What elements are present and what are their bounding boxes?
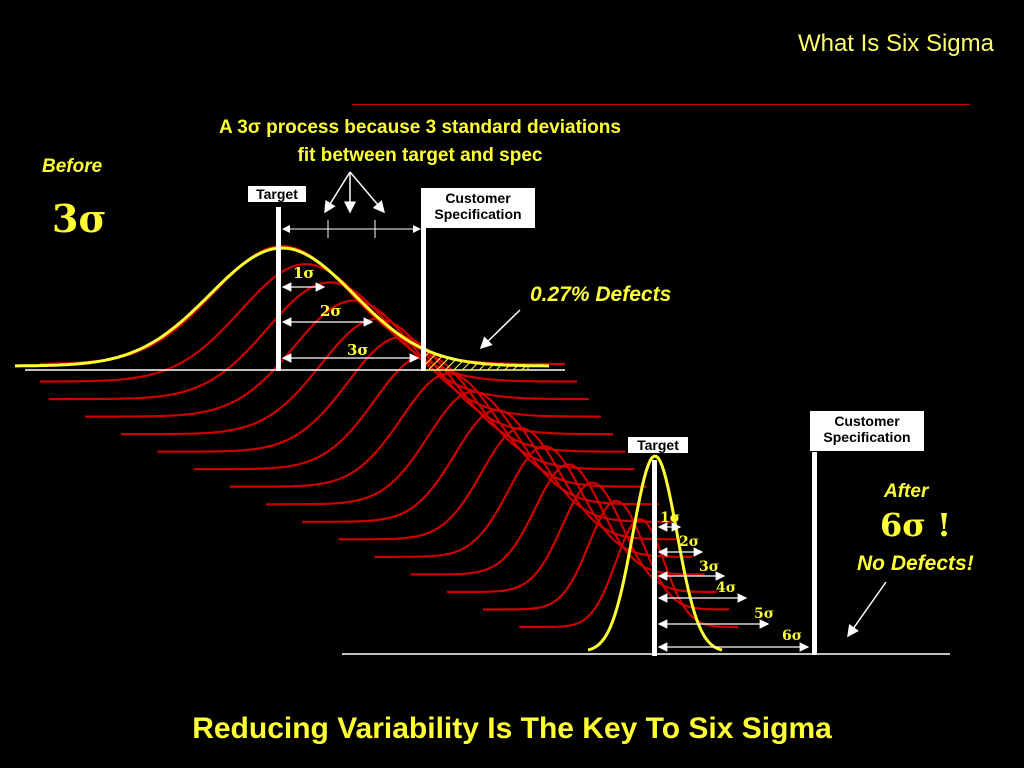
caption: A 3σ process because 3 standard deviatio…: [150, 114, 690, 170]
before-distribution-curve: [15, 246, 549, 368]
before-sigma-level: 3σ: [52, 196, 107, 241]
after-spec-label-line2: Specification: [823, 429, 911, 445]
before-sigma-mark-2: 2σ: [320, 302, 342, 320]
pointer-arrow: [349, 171, 385, 214]
transition-curve: [85, 299, 601, 418]
transition-curve: [302, 408, 672, 523]
after-spec-line: [812, 452, 817, 655]
no-defects-label: No Defects!: [857, 552, 974, 575]
after-label: After: [884, 481, 929, 502]
before-sigma-mark-1: 1σ: [293, 264, 315, 282]
transition-curve: [265, 390, 659, 506]
after-sigma-mark-2: 2σ: [679, 534, 700, 550]
transition-curve: [229, 372, 647, 488]
after-sigma-mark-5: 5σ: [754, 606, 775, 622]
after-sigma-mark-1: 1σ: [660, 510, 681, 526]
caption-line-2: fit between target and spec: [297, 145, 543, 166]
after-spec-label: Customer Specification: [810, 411, 924, 451]
after-spec-label-line1: Customer: [834, 413, 900, 429]
after-sigma-mark-3: 3σ: [699, 559, 720, 575]
transition-curve: [338, 426, 681, 541]
no-defects-pointer-arrow: [847, 581, 887, 638]
before-spec-label-line2: Specification: [434, 206, 522, 222]
transition-curve: [40, 263, 577, 383]
after-target-label: Target: [628, 437, 688, 453]
pointer-arrow: [324, 171, 351, 214]
before-spec-label-line1: Customer: [445, 190, 511, 206]
slide-title: What Is Six Sigma: [797, 30, 994, 57]
before-spec-label: Customer Specification: [421, 188, 535, 228]
before-spec-line: [421, 228, 426, 371]
before-label: Before: [42, 156, 103, 177]
before-sigma-mark-3: 3σ: [347, 341, 369, 359]
before-target-label: Target: [248, 186, 306, 202]
transition-curve: [193, 354, 635, 471]
transition-curve: [374, 445, 693, 558]
title-underline: [352, 104, 970, 105]
transition-curve: [157, 335, 626, 453]
before-target-line: [276, 207, 281, 371]
caption-line-1: A 3σ process because 3 standard deviatio…: [219, 117, 621, 138]
transition-curve: [483, 499, 729, 611]
after-sigma-arrows: [657, 522, 810, 652]
defect-region: [422, 347, 529, 371]
defects-pointer-arrow: [479, 309, 521, 350]
after-sigma-mark-4: 4σ: [716, 580, 737, 596]
defects-label: 0.27% Defects: [530, 283, 672, 306]
after-sigma-level: 6σ !: [880, 506, 952, 544]
transition-curve: [446, 481, 717, 593]
after-target-line: [652, 460, 657, 656]
footer-title: Reducing Variability Is The Key To Six S…: [192, 712, 832, 745]
after-sigma-mark-6: 6σ: [782, 628, 803, 644]
